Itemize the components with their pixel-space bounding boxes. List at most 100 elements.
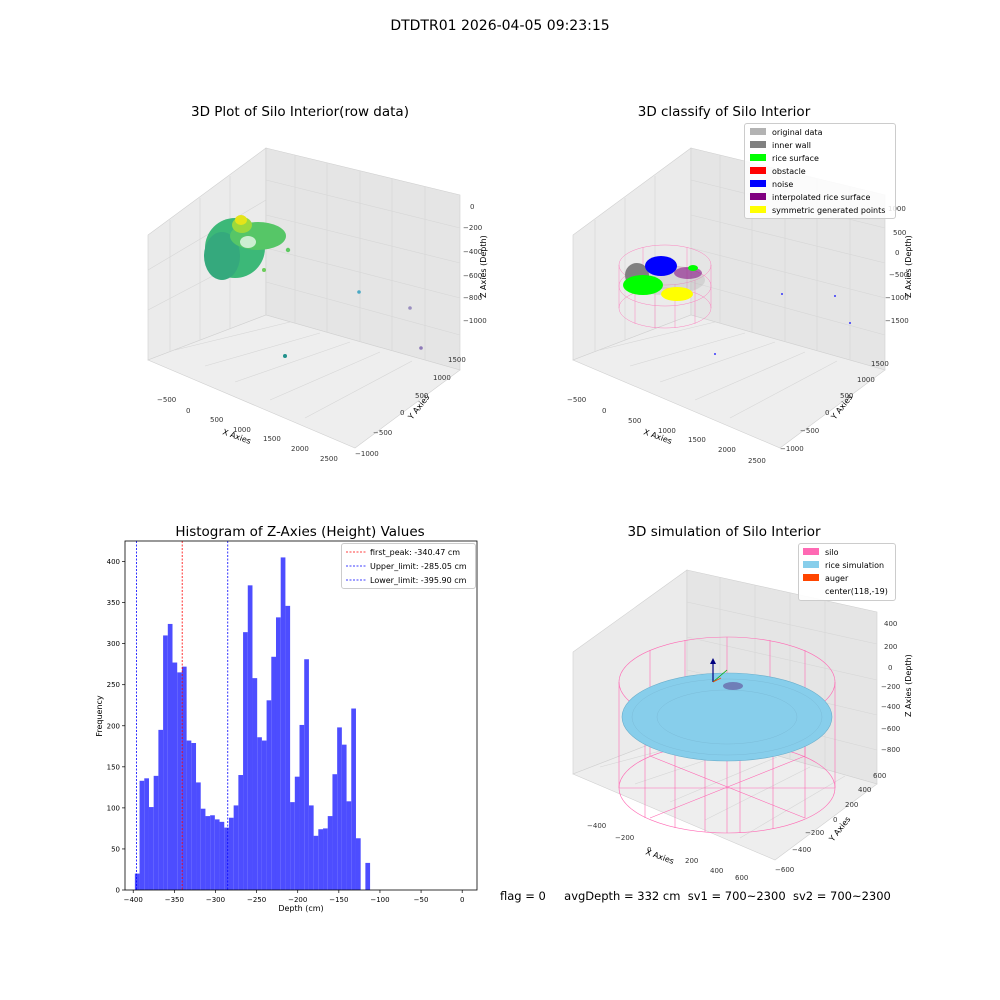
y-tick: −500 [373,429,392,437]
y-tick-label: 300 [107,640,120,648]
histogram-bars [134,557,371,890]
histogram-bar [167,623,173,890]
y-tick: 1000 [857,376,875,384]
x-tick: −500 [157,396,176,404]
x-tick: 2000 [291,445,309,453]
legend-label: auger [825,574,849,583]
x-tick: 2500 [320,455,338,463]
histogram-legend: first_peak: -340.47 cm Upper_limit: -285… [341,543,476,589]
histogram-bar [210,815,215,890]
z-tick: −600 [463,272,482,280]
legend-label: noise [772,180,793,189]
histogram-bar [323,828,328,890]
histogram-bar [257,737,262,890]
histogram-bar [271,656,276,890]
histogram-bar [346,801,352,890]
legend-label: interpolated rice surface [772,193,870,202]
z-tick: −800 [463,294,482,302]
histogram-bar [214,819,220,890]
sv1-value: sv1 = 700~2300 [687,889,786,903]
histogram-bar [355,838,361,890]
histogram-bar [275,617,281,890]
z-tick: −800 [881,746,900,754]
legend-label: rice surface [772,154,819,163]
z-tick: −1000 [885,294,909,302]
raw-point-cloud [204,215,423,358]
figure-title: DTDTR01 2026-04-05 09:23:15 [390,18,610,34]
x-ticks: −400 −350 −300 −250 −200 −150 −100 −50 0 [124,890,464,904]
legend-swatch [750,167,766,174]
legend-swatch [750,128,766,135]
x-tick: 500 [210,416,223,424]
x-tick: 2500 [748,457,766,465]
axis-ticks: −500 0 500 1000 1500 2000 2500 −1000 −50… [157,203,487,463]
y-tick: 400 [858,786,871,794]
z-tick: 500 [893,229,906,237]
histogram-bar [243,632,248,890]
z-axis-label: Z Axies (Depth) [904,654,913,717]
histogram-bar [134,873,140,890]
legend-label: obstacle [772,167,806,176]
histogram-bar [228,817,234,890]
plot-frame [124,540,478,891]
histogram-bar [308,805,314,890]
y-axis-label: Y Axies [827,815,853,844]
y-tick: 500 [415,392,428,400]
y-tick-label: 150 [107,763,120,771]
y-tick: −200 [805,829,824,837]
y-tick: −400 [792,846,811,854]
legend-label: original data [772,128,823,137]
z-tick: −200 [881,683,900,691]
x-tick-label: −100 [370,896,389,904]
x-tick-label: −150 [329,896,348,904]
x-tick-label: −250 [247,896,266,904]
y-tick: −500 [800,427,819,435]
x-tick: 2000 [718,446,736,454]
avg-depth-value: avgDepth = 332 cm [564,889,681,903]
z-tick: −1000 [463,317,487,325]
y-tick: −600 [775,866,794,874]
histogram-bar [172,662,178,890]
x-tick: 0 [647,846,651,854]
depth-histogram[interactable]: −400 −350 −300 −250 −200 −150 −100 −50 0 0 50 100 1… [80,535,490,920]
histogram-bar [224,827,229,890]
histogram-bar [341,744,347,890]
raw-3d-plot[interactable]: −500 0 500 1000 1500 2000 2500 −1000 −50… [130,130,490,470]
histogram-bar [191,743,197,890]
panel1-title: 3D Plot of Silo Interior(row data) [191,104,409,120]
y-tick-label: 0 [116,887,120,895]
y-tick-label: 100 [107,804,120,812]
histogram-bar [163,635,168,890]
x-tick: 1000 [658,427,676,435]
silo-simulation-scene [618,636,836,834]
y-tick-label: 350 [107,599,120,607]
legend-label: first_peak: -340.47 cm [370,548,460,557]
x-tick: 400 [710,867,723,875]
histogram-bar [318,829,324,890]
x-tick: 0 [602,407,606,415]
histogram-bar [351,708,356,890]
y-tick-label: 200 [107,722,120,730]
histogram-title: Histogram of Z-Axies (Height) Values [175,524,425,540]
axes-panes [147,147,461,449]
simulation-legend: silo rice simulation auger center(118,-1… [798,543,896,601]
y-tick: 500 [840,392,853,400]
histogram-bar [247,585,253,890]
histogram-bar [177,672,182,890]
histogram-bar [299,724,305,890]
histogram-bar [205,816,211,890]
x-tick: −200 [615,834,634,842]
panel2-title: 3D classify of Silo Interior [637,104,811,120]
histogram-bar [158,729,164,890]
z-tick: 0 [470,203,474,211]
x-tick: 1500 [688,436,706,444]
legend-label: center(118,-19) [825,587,888,596]
z-tick: 1000 [888,205,906,213]
y-tick: 200 [845,801,858,809]
status-footer: flag = 0 avgDepth = 332 cm sv1 = 700~230… [500,889,920,903]
simulation-3d-plot[interactable]: −400 −200 0 200 400 600 −600 −400 −200 0… [555,552,915,882]
y-tick: 1500 [448,356,466,364]
sv2-value: sv2 = 700~2300 [792,889,891,903]
legend-swatch [803,574,819,581]
legend-label: inner wall [772,141,811,150]
